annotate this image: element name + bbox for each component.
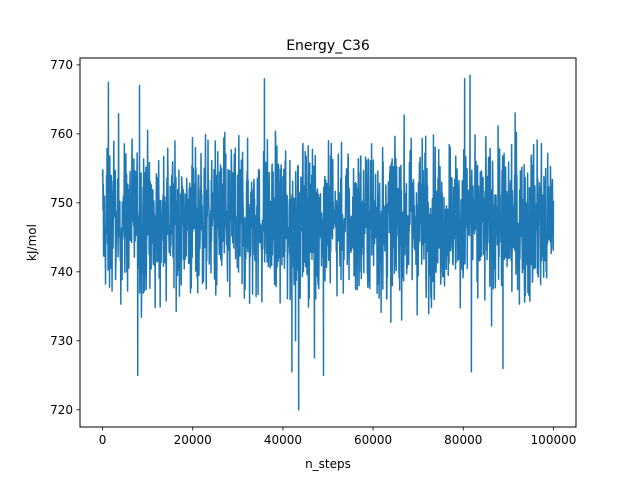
y-tick-label: 740 [50, 265, 73, 279]
y-axis-title: kJ/mol [25, 224, 39, 261]
x-tick-label: 0 [99, 433, 107, 447]
x-tick-label: 40000 [264, 433, 302, 447]
x-axis-title: n_steps [305, 457, 351, 471]
x-tick-label: 20000 [174, 433, 212, 447]
chart-title: Energy_C36 [286, 38, 370, 54]
x-tick-label: 60000 [354, 433, 392, 447]
series-layer [101, 74, 555, 411]
y-tick-label: 720 [50, 403, 73, 417]
plot-frame [79, 57, 577, 428]
y-tick-label: 730 [50, 334, 73, 348]
x-tick-label: 100000 [531, 433, 577, 447]
y-tick-label: 760 [50, 127, 73, 141]
y-tick-label: 750 [50, 196, 73, 210]
x-tick-label: 80000 [444, 433, 482, 447]
x-axis-ticks: 0 20000 40000 60000 80000 100000 [99, 427, 577, 447]
y-tick-label: 770 [50, 58, 73, 72]
series-line [101, 74, 555, 411]
y-axis-ticks: 720 730 740 750 760 770 [50, 58, 80, 417]
